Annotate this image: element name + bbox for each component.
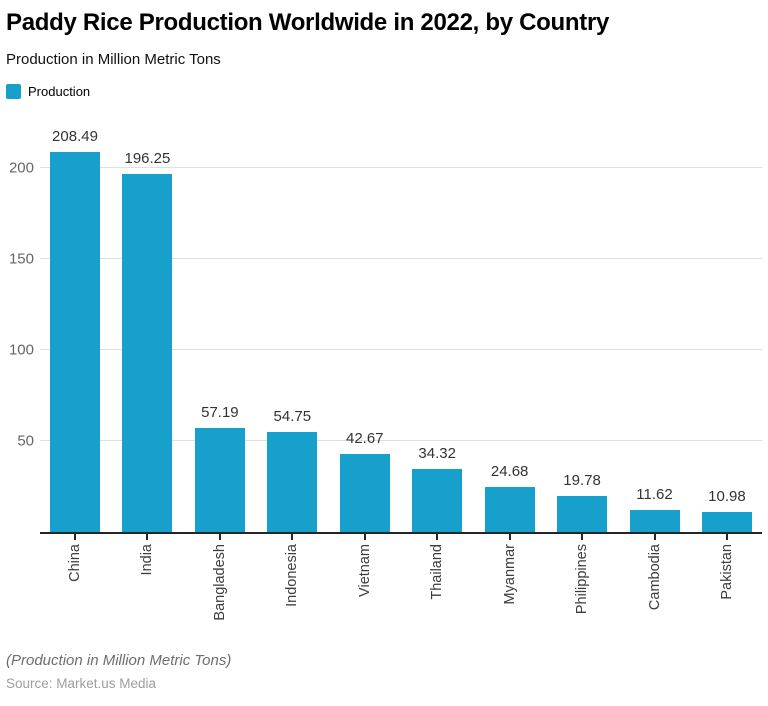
gridline-200 [40,166,762,168]
bar-thailand[interactable] [412,469,463,532]
x-axis-label-myanmar: Myanmar [501,543,518,605]
x-axis-tick-bangladesh [218,533,221,540]
bar-pakistan[interactable] [701,511,752,532]
x-axis-label-philippines: Philippines [574,543,591,614]
legend-swatch-icon [6,83,21,99]
bar-column-myanmar: 24.68 Myanmar [484,129,535,604]
footer-note: (Production in Million Metric Tons) [6,651,232,669]
x-axis-label-india: India [139,543,156,576]
legend[interactable]: Production [6,83,762,99]
bar-cambodia[interactable] [629,510,680,532]
legend-label: Production [28,83,91,99]
bar-value-label-indonesia: 54.75 [273,407,312,425]
bar-value-label-thailand: 34.32 [418,445,456,463]
bar-philippines[interactable] [557,495,608,532]
bar-column-thailand: 34.32 Thailand [412,129,463,599]
bar-indonesia[interactable] [267,431,318,532]
chart-title: Paddy Rice Production Worldwide in 2022,… [6,9,610,36]
x-axis-label-bangladesh: Bangladesh [211,543,228,621]
x-axis-label-china: China [67,543,83,582]
bar-column-philippines: 19.78 Philippines [557,129,608,614]
y-tick-label-100: 100 [8,341,34,359]
bar-column-bangladesh: 57.19 Bangladesh [194,129,245,620]
bar-column-pakistan: 10.98 Pakistan [701,129,752,599]
bar-value-label-bangladesh: 57.19 [201,403,239,421]
bar-bangladesh[interactable] [194,427,245,532]
bar-myanmar[interactable] [484,486,535,532]
y-tick-label-50: 50 [17,432,34,450]
x-axis-label-cambodia: Cambodia [646,543,663,610]
x-axis-tick-cambodia [653,533,656,540]
x-axis-label-thailand: Thailand [429,543,446,600]
chart-subtitle: Production in Million Metric Tons [6,50,221,68]
gridline-100 [40,348,762,350]
bar-column-india: 196.25 India [122,129,173,575]
x-axis-tick-china [74,533,76,540]
x-axis-tick-thailand [436,533,439,540]
x-axis-label-indonesia: Indonesia [284,543,301,607]
gridline-50 [40,439,762,441]
x-axis-tick-pakistan [725,533,728,540]
x-axis-tick-indonesia [291,533,294,540]
gridline-150 [40,257,762,259]
y-tick-label-150: 150 [8,250,34,268]
bar-column-cambodia: 11.62 Cambodia [629,129,680,610]
x-axis-label-pakistan: Pakistan [718,543,735,600]
plot-area: 50 100 150 200 208.49 China 196.25 India 57.19 Ba… [9,128,762,620]
x-axis-tick-philippines [581,533,584,540]
x-axis-label-vietnam: Vietnam [356,543,373,597]
x-axis-tick-india [146,533,149,540]
bars-container: 208.49 China 196.25 India 57.19 Bangladesh 54.… [40,128,762,620]
bar-column-vietnam: 42.67 Vietnam [339,129,390,597]
bar-value-label-myanmar: 24.68 [490,462,529,480]
footer-source: Source: Market.us Media [6,675,157,691]
bar-value-label-pakistan: 10.98 [708,487,746,505]
bar-value-label-china: 208.49 [52,128,98,146]
y-tick-label-200: 200 [8,159,34,177]
x-axis-tick-myanmar [508,533,511,540]
bar-value-label-india: 196.25 [124,150,171,168]
bar-india[interactable] [122,174,173,532]
bar-value-label-cambodia: 11.62 [636,486,673,504]
bar-value-label-vietnam: 42.67 [345,429,384,447]
bar-china[interactable] [50,152,100,532]
bar-value-label-philippines: 19.78 [563,471,601,489]
bar-column-china: 208.49 China [50,128,100,581]
chart-page: Paddy Rice Production Worldwide in 2022,… [6,9,762,691]
x-axis-tick-vietnam [363,533,366,540]
bar-column-indonesia: 54.75 Indonesia [267,129,318,606]
bar-vietnam[interactable] [339,453,390,532]
